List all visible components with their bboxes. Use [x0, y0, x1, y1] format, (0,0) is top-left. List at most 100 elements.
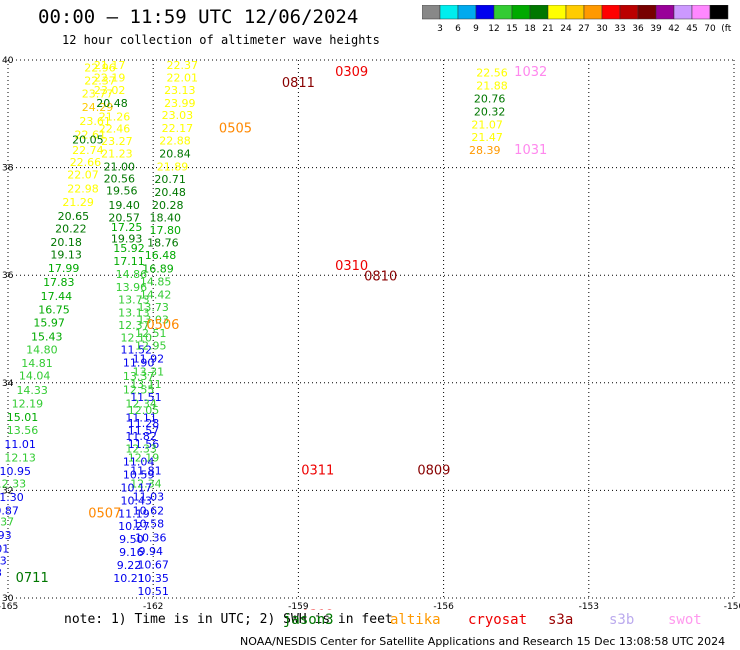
pass-time-label: 0811 [282, 76, 315, 91]
wave-height-label: 21.26 [99, 110, 131, 123]
wave-height-label: 20.84 [159, 147, 191, 160]
wave-height-label: 18.40 [150, 211, 182, 224]
wave-height-label: 20.48 [154, 186, 186, 199]
colorbar-label: 12 [488, 24, 499, 34]
x-tick-label: -153 [579, 602, 599, 610]
wave-height-label: 22.88 [159, 134, 191, 147]
wave-height-label: 22.19 [94, 72, 126, 85]
x-tick-label: -156 [433, 602, 454, 610]
colorbar-swatch [583, 5, 603, 20]
wave-height-label: 13.03 [137, 314, 169, 327]
colorbar-label: 15 [506, 24, 517, 34]
wave-height-label: 20.28 [152, 199, 184, 212]
wave-height-label: 12.37 [0, 515, 14, 528]
wave-height-label: 16.48 [145, 249, 177, 262]
y-tick-label: 30 [2, 594, 14, 604]
wave-height-label: 10.93 [0, 529, 12, 542]
wave-height-label: 22.56 [476, 67, 508, 80]
wave-height-label: 20.18 [50, 236, 82, 249]
wave-height-label: 11.56 [128, 438, 160, 451]
wave-height-label: 17.11 [113, 255, 145, 268]
wave-height-label: 19.40 [108, 199, 140, 212]
wave-height-label: 11.82 [125, 430, 157, 443]
wave-height-label: 11.52 [121, 344, 153, 357]
wave-height-label: 15.92 [113, 242, 145, 255]
wave-height-label: 23.27 [101, 135, 133, 148]
colorbar-swatch [439, 5, 459, 20]
wave-height-label: 10.59 [123, 469, 155, 482]
y-tick-label: 32 [2, 486, 13, 496]
wave-height-label: 22.61 [75, 129, 107, 142]
wave-height-label: 22.01 [166, 72, 198, 85]
colorbar-swatch [565, 5, 585, 20]
wave-height-label: 22.37 [166, 59, 198, 72]
wave-height-label: 13.31 [133, 365, 165, 378]
wave-height-label: 11.11 [125, 412, 157, 425]
wave-height-label: 12.10 [121, 331, 153, 344]
wave-height-label: 13.13 [118, 307, 150, 320]
wave-height-label: 13.73 [137, 301, 169, 314]
wave-height-label: 11.01 [4, 438, 36, 451]
y-tick-label: 38 [2, 164, 14, 174]
wave-height-label: 16.75 [38, 303, 70, 316]
pass-time-label: 0309 [335, 65, 368, 80]
wave-height-label: 21.07 [471, 118, 503, 131]
wave-height-label: 21.17 [94, 59, 126, 72]
pass-time-label: 0810 [364, 270, 397, 285]
y-tick-label: 36 [2, 271, 14, 281]
wave-height-label: 9.50 [119, 533, 144, 546]
wave-height-label: 21.00 [104, 160, 136, 173]
wave-height-label: 15.01 [7, 411, 39, 424]
wave-height-label: 11.03 [133, 491, 165, 504]
wave-height-label: 12.55 [123, 384, 155, 397]
colorbar-label: 70 [704, 24, 716, 34]
wave-height-label: 10.21 [113, 572, 145, 585]
wave-height-label: 14.81 [21, 357, 53, 370]
colorbar-label: 21 [542, 24, 553, 34]
wave-height-label: 11.30 [0, 491, 24, 504]
wave-height-label: 12.19 [128, 451, 160, 464]
wave-height-label: 12.19 [12, 398, 44, 411]
wave-height-label: 10.43 [121, 494, 153, 507]
wave-height-label: 17.44 [41, 290, 73, 303]
colorbar-label: 30 [596, 24, 608, 34]
pass-time-label: 0507 [88, 506, 121, 521]
wave-height-label: 20.65 [58, 210, 90, 223]
colorbar-swatch [493, 5, 513, 20]
wave-height-label: 10.36 [135, 532, 167, 545]
altimeter-chart: -165 -162 -159 -156 -153 -150 30 32 34 36 38 40 22.9… [0, 56, 740, 610]
wave-height-label: 15.43 [31, 330, 63, 343]
page-subtitle: 12 hour collection of altimeter wave hei… [62, 33, 380, 47]
colorbar-swatch [422, 5, 441, 20]
colorbar-swatch [709, 5, 729, 20]
wave-height-label: 11.53 [0, 555, 7, 568]
wave-height-label: 22.74 [72, 144, 104, 157]
wave-height-label: 12.05 [128, 404, 160, 417]
legend-s3b: s3b [609, 612, 635, 628]
legend-s3a: s3a [548, 612, 574, 628]
wave-height-label: 10.87 [0, 505, 19, 518]
wave-height-label: 20.48 [96, 97, 128, 110]
wave-height-label: 14.85 [140, 275, 172, 288]
pass-time-label: 1032 [514, 65, 547, 80]
wave-height-label: 17.25 [111, 221, 143, 234]
colorbar-label: 24 [560, 24, 572, 34]
wave-height-label: 23.03 [162, 109, 194, 122]
x-tick-label: -165 [0, 602, 18, 610]
footer-note: note: 1) Time is in UTC; 2) SWH is in fe… [64, 612, 393, 627]
wave-height-label: 13.73 [118, 294, 150, 307]
wave-height-label: 12.95 [135, 339, 167, 352]
wave-height-label: 11.57 [128, 424, 160, 437]
wave-height-label: 12.13 [4, 451, 36, 464]
colorbar-swatch [475, 5, 495, 20]
wave-height-label: 18.76 [147, 237, 179, 250]
wave-height-label: 22.37 [84, 75, 116, 88]
legend-swot: swot [668, 612, 702, 628]
wave-height-label: 10.27 [118, 520, 150, 533]
wave-height-label: 9.16 [119, 546, 144, 559]
wave-height-label: 22.17 [162, 122, 194, 135]
colorbar-label: 3 [437, 24, 443, 34]
wave-height-label: 10.51 [137, 585, 169, 598]
